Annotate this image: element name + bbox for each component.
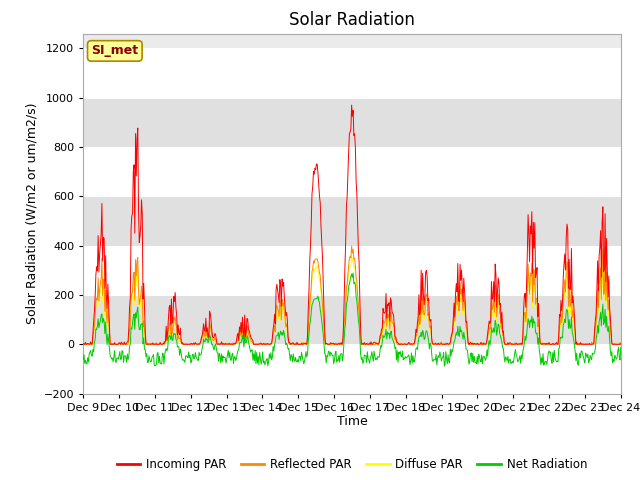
Bar [83, 147, 621, 196]
Bar [83, 48, 621, 98]
Bar [83, 246, 621, 295]
X-axis label: Time: Time [337, 415, 367, 429]
Y-axis label: Solar Radiation (W/m2 or um/m2/s): Solar Radiation (W/m2 or um/m2/s) [25, 103, 38, 324]
Bar [83, 196, 621, 246]
Text: SI_met: SI_met [92, 44, 138, 58]
Bar [83, 98, 621, 147]
Bar [83, 344, 621, 394]
Bar [83, 295, 621, 344]
Legend: Incoming PAR, Reflected PAR, Diffuse PAR, Net Radiation: Incoming PAR, Reflected PAR, Diffuse PAR… [112, 454, 592, 476]
Title: Solar Radiation: Solar Radiation [289, 11, 415, 29]
